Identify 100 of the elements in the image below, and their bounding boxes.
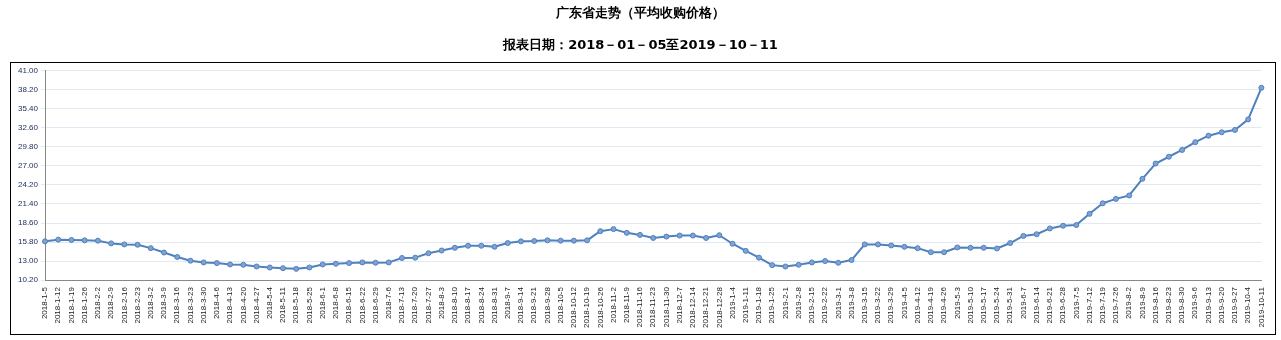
y-tick-label: 15.80 [17,237,39,247]
x-tick-label: 2019-1-18 [754,286,764,324]
x-tick-label: 2018-6-22 [357,286,367,324]
y-tick-label: 18.60 [17,218,39,228]
x-tick-label: 2018-8-3 [436,286,446,320]
x-tick-label: 2018-5-18 [291,286,301,324]
y-tick-label: 41.00 [17,66,39,75]
x-tick-label: 2018-6-1 [317,286,327,320]
x-tick-label: 2019-1-11 [740,286,750,323]
x-tick-label: 2018-7-13 [397,286,407,324]
x-tick-label: 2018-2-16 [119,286,129,324]
x-tick-label: 2019-8-23 [1164,286,1174,324]
x-tick-label: 2018-5-11 [278,286,288,323]
x-tick-label: 2018-3-30 [198,286,208,324]
x-tick-label: 2018-8-31 [489,286,499,324]
chart-title: 广东省走势（平均收购价格） [555,4,726,22]
x-tick-label: 2018-10-19 [582,286,592,328]
x-tick-label: 2019-9-20 [1216,286,1226,324]
x-tick-label: 2018-6-15 [344,286,354,324]
x-tick-label: 2018-1-19 [66,286,76,324]
y-tick-label: 24.20 [17,180,39,190]
x-tick-label: 2018-4-6 [212,286,222,320]
x-tick-label: 2018-12-14 [688,286,698,328]
x-tick-label: 2018-7-6 [383,286,393,320]
x-tick-label: 2018-9-14 [516,286,526,324]
x-tick-label: 2018-11-16 [635,286,645,328]
x-tick-label: 2019-6-21 [1045,286,1055,324]
x-tick-label: 2018-12-28 [714,286,724,328]
y-tick-label: 29.80 [17,142,39,152]
x-tick-label: 2018-12-21 [701,286,711,328]
x-tick-label: 2019-8-2 [1124,286,1134,320]
x-tick-label: 2019-5-10 [965,286,975,324]
y-tick-label: 21.40 [17,199,39,209]
x-tick-label: 2018-3-16 [172,286,182,324]
y-tick-label: 13.00 [17,256,39,266]
x-tick-label: 2019-1-4 [727,286,737,320]
x-tick-label: 2018-9-21 [529,286,539,324]
x-tick-label: 2019-9-6 [1190,286,1200,320]
chart-subtitle: 报表日期：2018－01－05至2019－10－11 [501,36,779,54]
x-tick-label: 2018-8-17 [463,286,473,324]
x-tick-label: 2019-7-5 [1071,286,1081,320]
x-tick-label: 2018-12-7 [674,286,684,324]
x-tick-label: 2018-1-26 [79,286,89,324]
x-tick-label: 2019-3-8 [846,286,856,320]
x-tick-label: 2018-9-7 [502,286,512,320]
x-tick-label: 2018-5-25 [304,286,314,324]
x-tick-label: 2018-2-23 [132,286,142,324]
x-tick-label: 2019-1-25 [767,286,777,324]
x-tick-label: 2018-4-20 [238,286,248,324]
x-tick-label: 2019-9-13 [1203,286,1213,324]
x-tick-label: 2018-7-27 [423,286,433,324]
y-tick-label: 38.20 [17,85,39,95]
x-tick-label: 2018-11-23 [648,286,658,328]
y-tick-label: 35.40 [17,104,39,114]
x-tick-label: 2019-5-17 [978,286,988,324]
x-tick-label: 2019-2-15 [807,286,817,324]
x-tick-label: 2019-4-5 [899,286,909,320]
x-tick-label: 2018-9-28 [542,286,552,324]
x-tick-label: 2019-4-12 [912,286,922,324]
x-tick-label: 2019-2-1 [780,286,790,320]
x-tick-label: 2018-8-24 [476,286,486,324]
x-tick-label: 2018-3-23 [185,286,195,324]
x-tick-label: 2019-7-12 [1084,286,1094,324]
x-tick-label: 2018-1-12 [53,286,63,324]
y-tick-label: 10.20 [17,275,39,285]
x-tick-label: 2019-3-15 [859,286,869,324]
x-tick-label: 2019-6-14 [1031,286,1041,324]
x-tick-label: 2018-10-5 [555,286,565,324]
x-tick-label: 2018-2-9 [106,286,116,320]
x-tick-label: 2018-11-30 [661,286,671,328]
x-tick-label: 2018-7-20 [410,286,420,324]
x-tick-label: 2018-10-26 [595,286,605,328]
x-tick-label: 2018-8-10 [450,286,460,324]
x-tick-label: 2019-3-22 [873,286,883,324]
x-tick-label: 2019-4-26 [939,286,949,324]
x-tick-label: 2019-8-9 [1137,286,1147,320]
x-tick-label: 2018-5-4 [264,286,274,320]
x-tick-label: 2019-6-28 [1058,286,1068,324]
x-tick-label: 2019-7-19 [1097,286,1107,324]
x-tick-label: 2018-3-9 [159,286,169,320]
x-tick-label: 2019-2-22 [820,286,830,324]
x-tick-label: 2018-2-2 [93,286,103,320]
y-tick-label: 32.60 [17,123,39,133]
x-tick-label: 2018-3-2 [145,286,155,320]
y-tick-label: 27.00 [17,161,39,171]
x-tick-label: 2019-9-27 [1230,286,1240,324]
x-tick-label: 2019-5-31 [1005,286,1015,324]
x-tick-label: 2018-6-8 [331,286,341,320]
x-tick-label: 2019-6-7 [1018,286,1028,320]
x-tick-label: 2018-6-29 [370,286,380,324]
x-tick-label: 2018-4-13 [225,286,235,324]
x-tick-label: 2019-5-24 [992,286,1002,324]
x-tick-label: 2019-4-19 [926,286,936,324]
x-tick-label: 2018-11-9 [621,286,631,323]
x-tick-label: 2018-11-2 [608,286,618,323]
x-tick-label: 2019-8-30 [1177,286,1187,324]
x-tick-label: 2019-10-11 [1256,286,1266,328]
x-tick-label: 2019-3-29 [886,286,896,324]
x-tick-label: 2019-5-3 [952,286,962,320]
x-tick-label: 2018-4-27 [251,286,261,324]
